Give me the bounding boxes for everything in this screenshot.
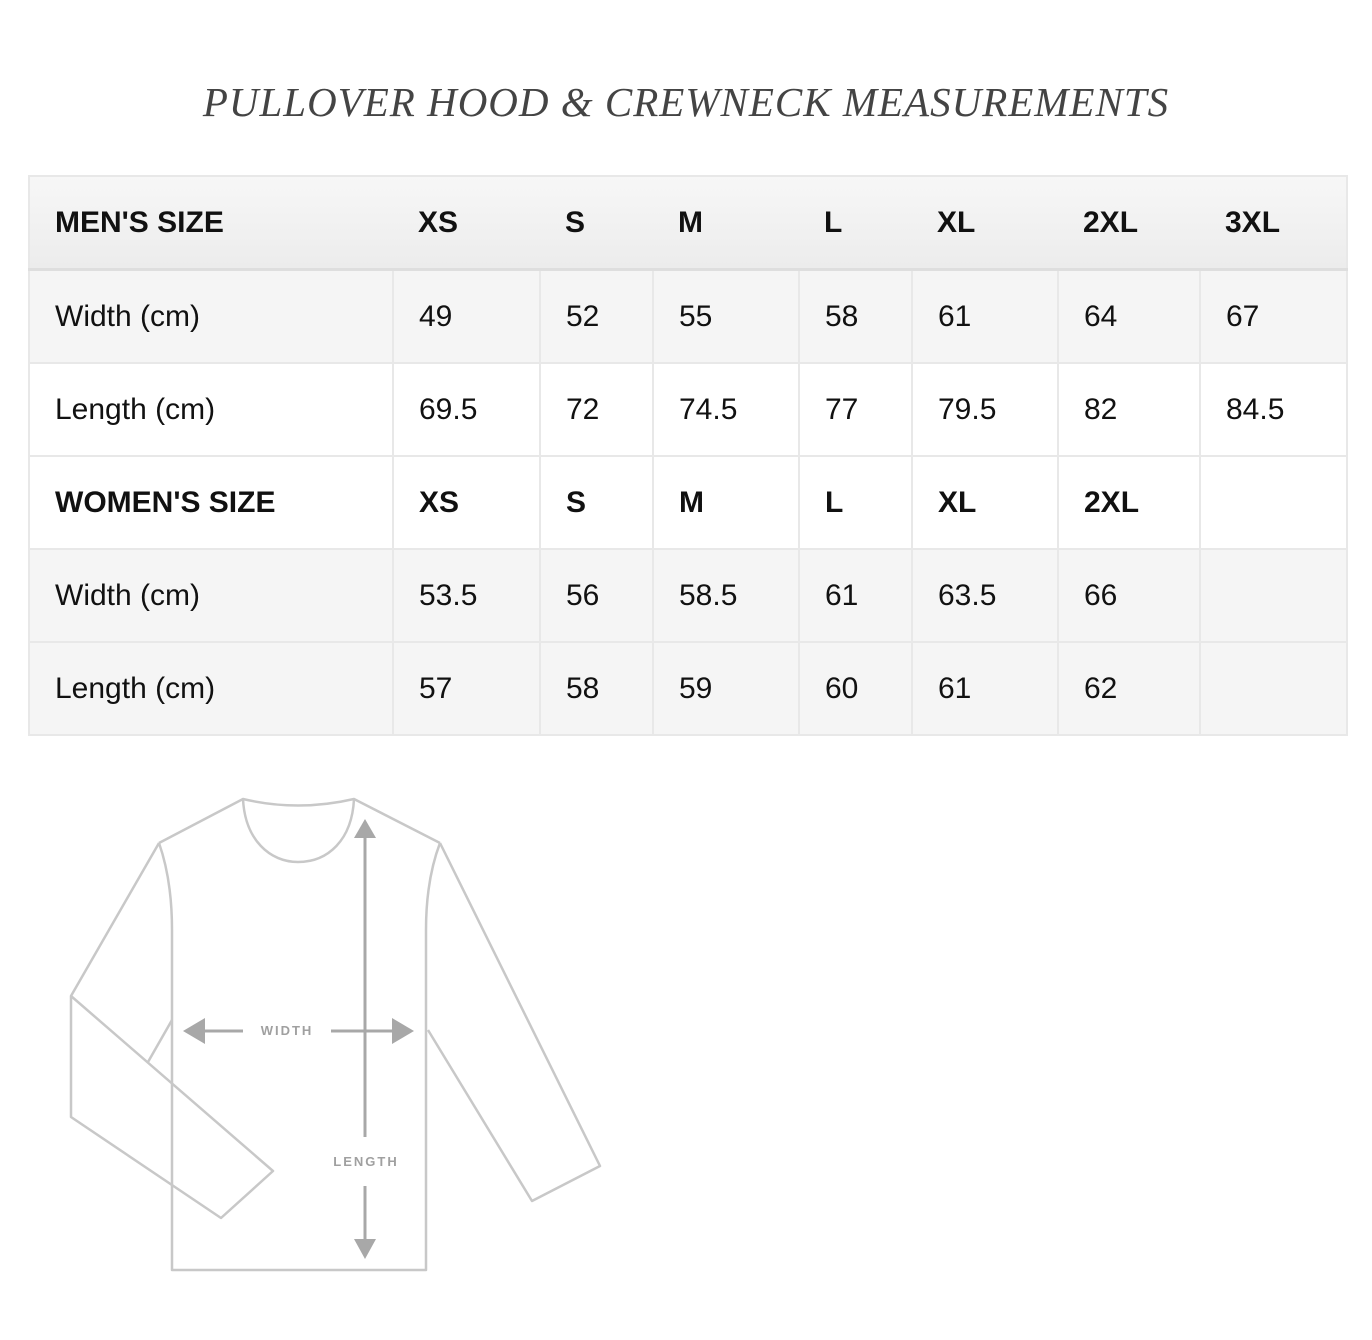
row-label: Length (cm): [28, 362, 394, 457]
arrow-left-icon: [183, 1018, 205, 1044]
table-cell: 69.5: [392, 362, 541, 457]
table-cell: 58: [798, 268, 913, 364]
table-cell: 66: [1057, 548, 1201, 643]
table-cell: 74.5: [652, 362, 800, 457]
sweatshirt-outline: [69, 797, 602, 1272]
table-cell: 63.5: [911, 548, 1059, 643]
table-cell: 49: [392, 268, 541, 364]
table-cell: 72: [539, 362, 654, 457]
table-cell: M: [652, 455, 800, 550]
table-cell: 59: [652, 641, 800, 736]
mens-width-row: Width (cm) 49 52 55 58 61 64 67: [28, 268, 1348, 364]
row-label: MEN'S SIZE: [29, 175, 393, 271]
table-cell: L: [799, 175, 912, 271]
table-cell: 52: [539, 268, 654, 364]
table-cell: 79.5: [911, 362, 1059, 457]
table-cell: S: [540, 175, 653, 271]
table-cell: S: [539, 455, 654, 550]
row-label: Length (cm): [28, 641, 394, 736]
table-cell: 62: [1057, 641, 1201, 736]
row-label: Width (cm): [28, 268, 394, 364]
table-cell: L: [798, 455, 913, 550]
table-cell: 56: [539, 548, 654, 643]
arrow-up-icon: [354, 819, 376, 838]
table-cell: 2XL: [1057, 455, 1201, 550]
row-label: WOMEN'S SIZE: [28, 455, 394, 550]
table-cell: 61: [798, 548, 913, 643]
length-label: LENGTH: [333, 1154, 398, 1169]
table-cell: 84.5: [1199, 362, 1348, 457]
mens-length-row: Length (cm) 69.5 72 74.5 77 79.5 82 84.5: [28, 362, 1348, 457]
table-cell: XS: [392, 455, 541, 550]
measure-arrows: [183, 819, 414, 1259]
arrow-right-icon: [392, 1018, 414, 1044]
womens-length-row: Length (cm) 57 58 59 60 61 62: [28, 641, 1348, 736]
womens-width-row: Width (cm) 53.5 56 58.5 61 63.5 66: [28, 548, 1348, 643]
table-cell: 58: [539, 641, 654, 736]
table-cell: 58.5: [652, 548, 800, 643]
table-cell: XS: [393, 175, 540, 271]
womens-header-row: WOMEN'S SIZE XS S M L XL 2XL: [28, 455, 1348, 550]
table-cell: 61: [911, 268, 1059, 364]
table-cell: XL: [912, 175, 1058, 271]
table-cell: 82: [1057, 362, 1201, 457]
table-cell: 2XL: [1058, 175, 1200, 271]
mens-header-row: MEN'S SIZE XS S M L XL 2XL 3XL: [29, 175, 1347, 271]
page-title: PULLOVER HOOD & CREWNECK MEASUREMENTS: [202, 79, 1170, 125]
table-cell: 60: [798, 641, 913, 736]
table-cell: 67: [1199, 268, 1348, 364]
table-cell: M: [653, 175, 799, 271]
table-cell: [1199, 455, 1348, 550]
size-chart-table: MEN'S SIZE XS S M L XL 2XL 3XL Width (cm) 49 52 55 5…: [28, 175, 1348, 736]
table-cell: 61: [911, 641, 1059, 736]
table-cell: [1199, 641, 1348, 736]
arrow-down-icon: [354, 1239, 376, 1259]
table-cell: XL: [911, 455, 1059, 550]
row-label: Width (cm): [28, 548, 394, 643]
width-label: WIDTH: [261, 1023, 314, 1038]
table-cell: 77: [798, 362, 913, 457]
table-cell: 53.5: [392, 548, 541, 643]
table-cell: [1199, 548, 1348, 643]
table-cell: 3XL: [1200, 175, 1347, 271]
table-cell: 55: [652, 268, 800, 364]
table-cell: 64: [1057, 268, 1201, 364]
table-cell: 57: [392, 641, 541, 736]
